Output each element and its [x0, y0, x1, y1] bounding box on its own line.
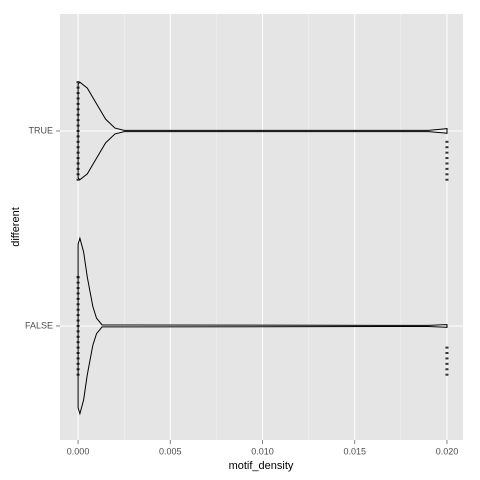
point	[76, 178, 80, 181]
point	[445, 146, 449, 149]
point	[445, 178, 449, 181]
point	[445, 346, 449, 349]
x-tick-label: 0.015	[343, 446, 366, 456]
point	[76, 81, 80, 84]
point	[445, 357, 449, 360]
point	[445, 373, 449, 376]
y-tick-label: FALSE	[25, 320, 53, 330]
point	[445, 151, 449, 154]
point	[445, 167, 449, 170]
x-tick-label: 0.005	[159, 446, 182, 456]
point	[445, 162, 449, 165]
point	[445, 352, 449, 355]
point	[445, 368, 449, 371]
y-axis-title: different	[10, 207, 22, 247]
x-tick-label: 0.020	[436, 446, 459, 456]
x-axis-title: motif_density	[229, 460, 294, 472]
violin	[77, 81, 448, 181]
plot-panel	[60, 14, 463, 440]
violin	[77, 236, 448, 416]
point	[445, 173, 449, 176]
y-tick-label: TRUE	[29, 125, 54, 135]
point	[445, 362, 449, 365]
x-tick-label: 0.000	[67, 446, 90, 456]
x-tick-label: 0.010	[251, 446, 274, 456]
point	[445, 140, 449, 143]
point	[445, 157, 449, 160]
